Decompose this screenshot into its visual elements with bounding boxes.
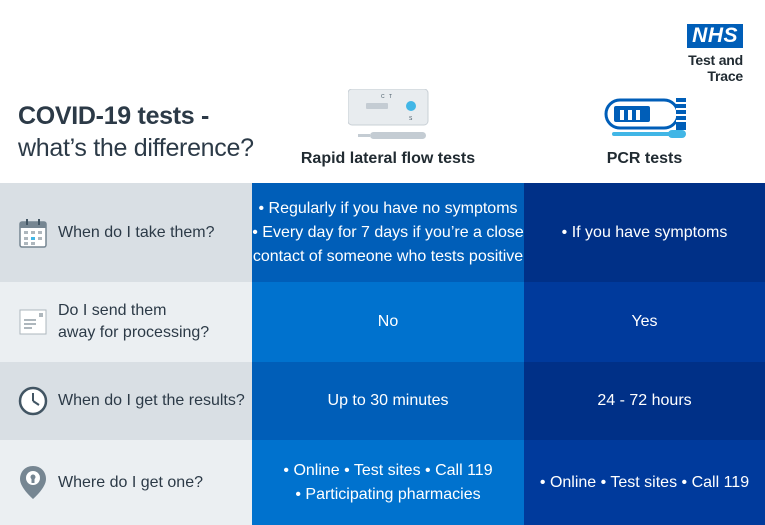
question-cell: When do I take them? — [0, 183, 252, 282]
question-label: When do I get the results? — [58, 392, 245, 409]
answer-line: • Online • Test sites • Call 119 — [539, 473, 750, 491]
lateral-flow-answer: • Regularly if you have no symptoms • Ev… — [252, 183, 524, 282]
column-heading-lateral-flow: Rapid lateral flow tests — [300, 150, 476, 167]
kit-label-c: C — [381, 94, 385, 100]
table-row: Do I send them away for processing? No Y… — [0, 282, 765, 362]
answer-line: No — [377, 313, 399, 330]
page-title: COVID-19 tests - what’s the difference? — [18, 102, 254, 163]
nhs-logo-block: NHS Test and Trace — [653, 24, 743, 84]
question-cell: Where do I get one? — [0, 440, 252, 525]
question-label: When do I take them? — [58, 223, 215, 241]
column-heading-pcr: PCR tests — [606, 150, 683, 167]
logo-subtitle: Test and Trace — [688, 52, 743, 84]
question-cell: When do I get the results? — [0, 362, 252, 440]
lateral-flow-kit-icon: C T S — [347, 88, 430, 148]
location-pin-icon — [18, 465, 48, 500]
pcr-answer: • Online • Test sites • Call 119 — [524, 440, 765, 525]
question-cell: Do I send them away for processing? — [0, 282, 252, 362]
pcr-answer: • If you have symptoms — [524, 183, 765, 282]
answer-line: contact of someone who tests positive — [252, 247, 524, 265]
question-line: Do I send them — [58, 302, 167, 319]
lateral-flow-answer: Up to 30 minutes — [252, 362, 524, 440]
table-row: When do I get the results? Up to 30 minu… — [0, 362, 765, 440]
table-row: Where do I get one? • Online • Test site… — [0, 440, 765, 525]
pcr-answer: 24 - 72 hours — [524, 362, 765, 440]
title-line-1: COVID-19 tests - — [18, 102, 210, 130]
answer-line: Yes — [631, 313, 658, 330]
question-label: Where do I get one? — [58, 473, 203, 491]
nhs-logo: NHS — [687, 24, 743, 48]
answer-line: • Participating pharmacies — [295, 485, 481, 503]
kit-label-s: S — [409, 116, 413, 122]
answer-line: • If you have symptoms — [561, 223, 728, 241]
answer-line: • Online • Test sites • Call 119 — [283, 461, 493, 479]
clock-icon — [18, 384, 48, 418]
answer-line: Up to 30 minutes — [327, 392, 449, 409]
calendar-icon — [18, 216, 48, 250]
kit-label-t: T — [389, 94, 392, 100]
answer-line: 24 - 72 hours — [597, 392, 692, 409]
question-line: away for processing? — [58, 324, 210, 341]
answer-line: • Every day for 7 days if you’re a close — [252, 223, 524, 241]
lateral-flow-answer: No — [252, 282, 524, 362]
title-line-2: what’s the difference? — [18, 134, 254, 162]
pcr-tube-icon — [604, 94, 690, 147]
question-label: Do I send them away for processing? — [58, 300, 209, 344]
table-row: When do I take them? • Regularly if you … — [0, 183, 765, 282]
lateral-flow-answer: • Online • Test sites • Call 119 • Parti… — [252, 440, 524, 525]
envelope-icon — [18, 305, 48, 339]
pcr-answer: Yes — [524, 282, 765, 362]
answer-line: • Regularly if you have no symptoms — [258, 199, 518, 217]
